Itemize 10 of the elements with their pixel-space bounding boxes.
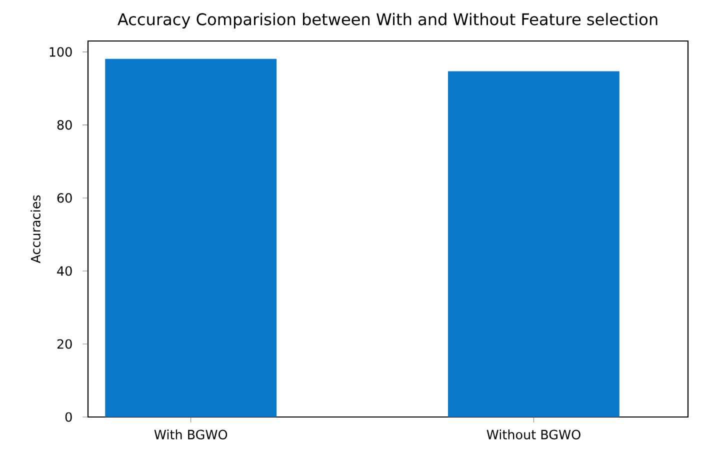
x-tick-label: With BGWO	[154, 430, 228, 440]
y-tick-label: 40	[57, 266, 72, 276]
chart-title: Accuracy Comparision between With and Without Feature selection	[118, 12, 658, 28]
y-axis-title: Accuracies	[30, 195, 40, 264]
y-tick-label: 100	[50, 47, 72, 57]
y-tick-label: 80	[57, 120, 72, 130]
y-tick-label: 0	[65, 412, 72, 422]
x-tick-label: Without BGWO	[486, 430, 580, 440]
y-tick-label: 60	[57, 193, 72, 203]
y-tick-label: 20	[57, 339, 72, 349]
